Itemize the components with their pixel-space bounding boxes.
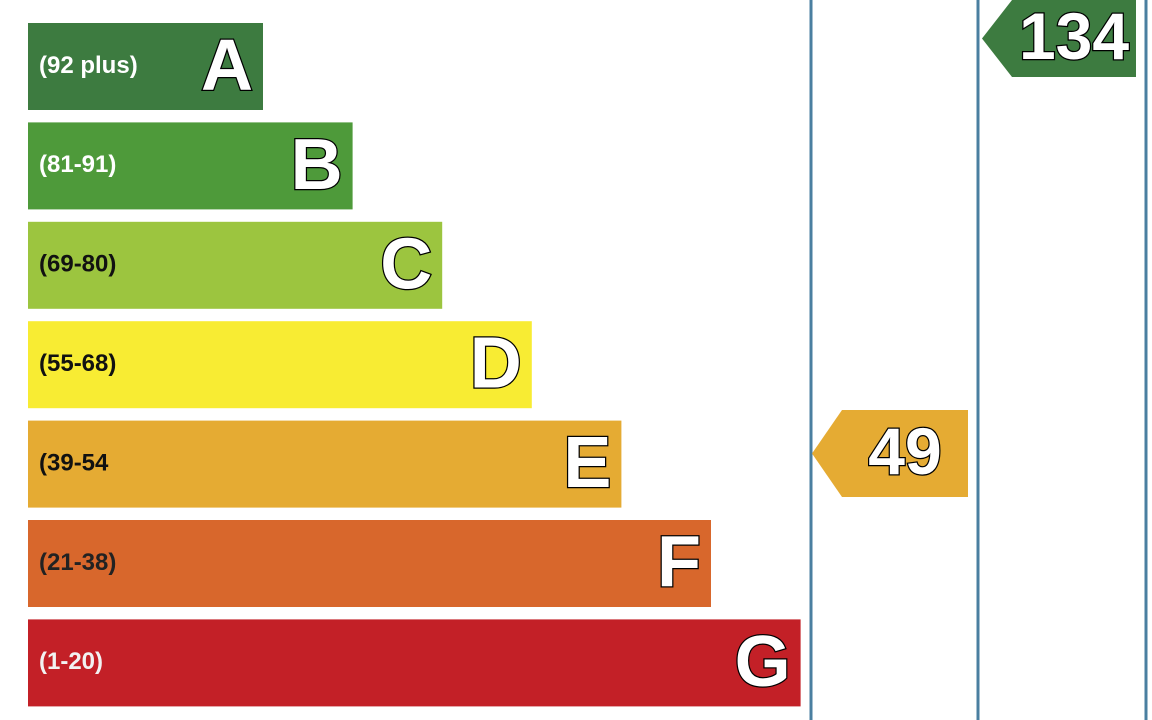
band-letter: A bbox=[201, 26, 253, 106]
band-letter: F bbox=[657, 523, 701, 603]
band-letter: E bbox=[563, 423, 611, 503]
band-bar bbox=[28, 321, 532, 409]
band-range: (69-80) bbox=[39, 251, 116, 278]
band-letter: C bbox=[380, 224, 432, 304]
band-range: (92 plus) bbox=[39, 52, 138, 79]
band-bar bbox=[28, 420, 622, 508]
band-range: (1-20) bbox=[39, 648, 103, 675]
band-bar bbox=[28, 122, 353, 210]
rating-arrow bbox=[812, 410, 968, 497]
band-bar bbox=[28, 23, 263, 110]
rating-value: 134 bbox=[1019, 0, 1129, 73]
band-letter: D bbox=[470, 324, 522, 404]
rating-value: 49 bbox=[868, 414, 941, 488]
band-range: (81-91) bbox=[39, 151, 116, 178]
band-range: (39-54 bbox=[39, 449, 109, 476]
band-letter: B bbox=[291, 125, 343, 205]
rating-arrow bbox=[982, 0, 1136, 77]
band-bar bbox=[28, 221, 443, 309]
band-range: (21-38) bbox=[39, 549, 116, 576]
band-letter: G bbox=[735, 622, 791, 702]
band-bar bbox=[28, 619, 801, 707]
band-range: (55-68) bbox=[39, 350, 116, 377]
band-bar bbox=[28, 520, 711, 607]
